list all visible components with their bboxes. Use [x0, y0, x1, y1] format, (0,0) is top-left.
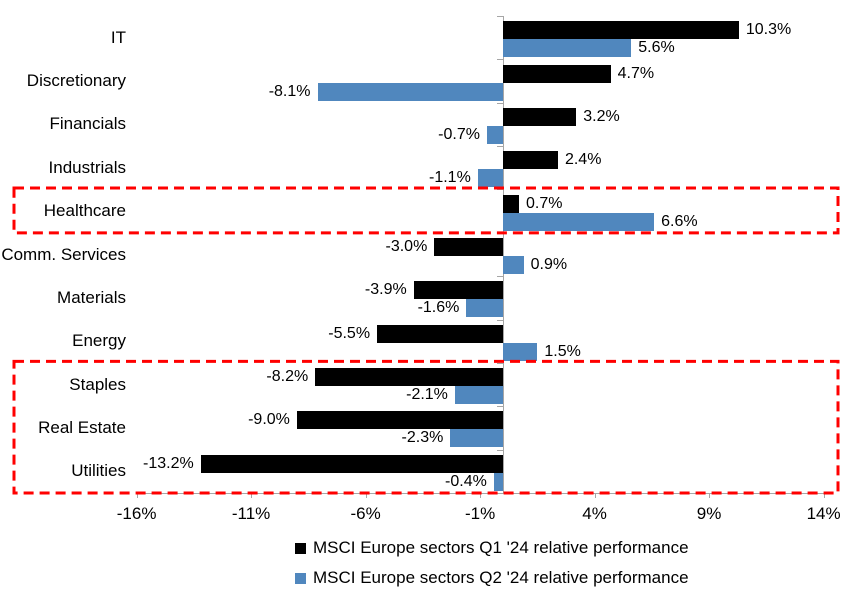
category-axis-tick — [497, 276, 504, 278]
value-label: -1.6% — [417, 299, 460, 317]
value-label: -8.1% — [268, 82, 311, 100]
x-axis-tick-label: -1% — [464, 504, 496, 523]
data-bar — [503, 107, 577, 126]
data-bar — [434, 238, 503, 257]
data-bar — [503, 194, 520, 213]
category-axis-tick — [497, 449, 504, 451]
data-bar — [503, 342, 538, 361]
data-bar — [503, 151, 558, 170]
value-label: 4.7% — [617, 64, 655, 82]
data-bar — [200, 454, 503, 473]
data-bar — [486, 125, 503, 144]
x-axis-tick — [365, 493, 367, 498]
category-label: Staples — [69, 374, 126, 394]
x-axis-tick — [709, 493, 711, 498]
value-label: 0.9% — [530, 256, 568, 274]
data-bar — [503, 39, 632, 58]
data-bar — [503, 21, 739, 40]
category-label: Discretionary — [26, 71, 126, 91]
value-label: -5.5% — [328, 324, 371, 342]
data-bar — [503, 64, 611, 83]
x-axis-tick — [480, 493, 482, 498]
value-label: -8.2% — [266, 368, 309, 386]
data-bar — [493, 472, 503, 491]
legend-swatch-q1-icon — [295, 542, 306, 554]
legend-item-q2: MSCI Europe sectors Q2 '24 relative perf… — [295, 568, 689, 588]
category-label: Industrials — [48, 157, 126, 177]
value-label: -0.7% — [438, 125, 480, 143]
x-axis-tick-label: 4% — [582, 504, 607, 523]
value-label: -3.9% — [364, 281, 407, 299]
category-axis-tick — [497, 16, 504, 17]
value-label: 0.7% — [526, 194, 563, 212]
data-bar — [466, 299, 503, 318]
category-label: Real Estate — [38, 417, 126, 437]
x-axis-tick-label: -11% — [231, 504, 271, 523]
x-axis-tick-label: 9% — [696, 504, 722, 523]
value-label: 2.4% — [564, 151, 602, 169]
category-axis-tick — [497, 232, 504, 234]
value-label: 3.2% — [583, 107, 620, 125]
data-bar — [454, 386, 503, 405]
x-axis-tick — [823, 493, 825, 498]
x-axis-tick — [594, 493, 596, 498]
category-axis-tick — [497, 319, 504, 321]
value-label: -2.1% — [406, 386, 448, 404]
category-axis-tick — [497, 189, 504, 191]
x-axis-tick-label: -6% — [350, 504, 381, 523]
category-label: IT — [110, 27, 126, 47]
data-bar — [503, 212, 655, 231]
value-label: -13.2% — [143, 454, 194, 472]
value-label: -3.0% — [385, 238, 428, 256]
category-label: Financials — [49, 114, 126, 134]
category-label: Energy — [72, 331, 126, 351]
category-label: Materials — [57, 287, 126, 307]
value-label: 10.3% — [745, 21, 792, 39]
x-axis-tick — [251, 493, 253, 498]
data-bar — [413, 281, 503, 300]
data-bar — [450, 429, 503, 448]
data-bar — [503, 256, 524, 275]
x-axis-tick-label: -16% — [116, 504, 157, 523]
legend-swatch-q2-icon — [295, 572, 306, 584]
category-axis-tick — [497, 362, 504, 364]
value-label: -1.1% — [429, 169, 471, 187]
legend-item-q1: MSCI Europe sectors Q1 '24 relative perf… — [295, 538, 689, 558]
data-bar — [317, 82, 503, 101]
category-label: Utilities — [71, 461, 126, 481]
category-label: Healthcare — [43, 201, 126, 221]
legend-label-q2: MSCI Europe sectors Q2 '24 relative perf… — [313, 568, 689, 587]
legend-label-q1: MSCI Europe sectors Q1 '24 relative perf… — [313, 538, 689, 557]
value-label: -2.3% — [401, 429, 444, 447]
value-label: 5.6% — [638, 39, 675, 57]
x-axis-tick — [136, 493, 138, 498]
value-label: 6.6% — [661, 212, 698, 230]
value-label: -0.4% — [445, 472, 487, 490]
value-label: 1.5% — [544, 342, 581, 360]
x-axis-tick-label: 14% — [806, 504, 841, 523]
data-bar — [377, 324, 503, 343]
category-label: Comm. Services — [1, 244, 126, 264]
value-label: -9.0% — [248, 411, 290, 429]
category-axis-tick — [497, 406, 504, 408]
value-axis-zero-line — [503, 16, 504, 493]
category-axis-tick — [497, 59, 504, 61]
data-bar — [477, 169, 503, 188]
category-axis-tick — [497, 146, 504, 148]
data-bar — [296, 411, 503, 430]
category-axis-tick — [497, 102, 504, 104]
data-bar — [315, 368, 503, 387]
